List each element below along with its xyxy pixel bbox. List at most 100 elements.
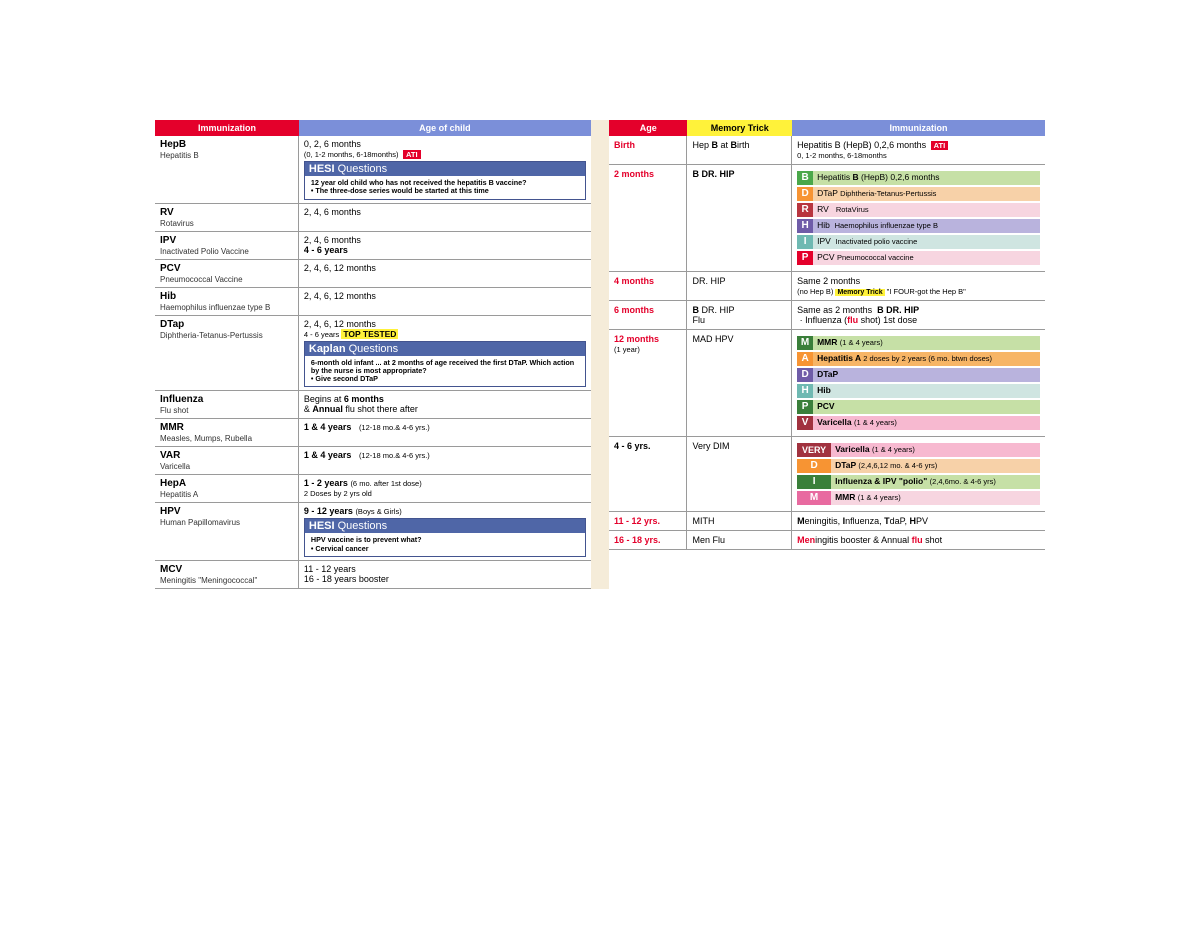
pill-row: I Influenza & IPV "polio" (2,4,6mo. & 4-… [797, 475, 1040, 489]
left-row: HibHaemophilus influenzae type B2, 4, 6,… [155, 288, 591, 316]
pill-letter: I [797, 235, 813, 249]
page-wrap: Immunization Age of child HepBHepatitis … [155, 120, 1045, 589]
pill-body: DTaP (2,4,6,12 mo. & 4-6 yrs) [831, 459, 1040, 473]
right-header: Age Memory Trick Immunization [609, 120, 1045, 136]
left-row-age: 2, 4, 6, 12 months4 - 6 years TOP TESTED… [299, 316, 591, 391]
pill-row: H Hib [797, 384, 1040, 398]
pill-body: Hib [813, 384, 1040, 398]
pill-letter: D [797, 368, 813, 382]
pill-letter: I [797, 475, 831, 489]
left-row: PCVPneumococcal Vaccine2, 4, 6, 12 month… [155, 260, 591, 288]
pill-row: B Hepatitis B (HepB) 0,2,6 months [797, 171, 1040, 185]
left-row-immun: HibHaemophilus influenzae type B [155, 288, 299, 315]
pill-letter: M [797, 336, 813, 350]
left-row: IPVInactivated Polio Vaccine2, 4, 6 mont… [155, 232, 591, 260]
left-row-age: 1 & 4 years (12-18 mo.& 4-6 yrs.) [299, 447, 591, 474]
pill-body: Hepatitis B (HepB) 0,2,6 months [813, 171, 1040, 185]
question-box-header: HESI Questions [305, 519, 585, 533]
right-row-trick: Men Flu [687, 531, 792, 549]
right-row-age: 2 months [609, 165, 687, 271]
pill-word: VERY [797, 443, 831, 457]
pill-body: Hib Haemophilus influenzae type B [813, 219, 1040, 233]
left-header: Immunization Age of child [155, 120, 591, 136]
left-row: VARVaricella1 & 4 years (12-18 mo.& 4-6 … [155, 447, 591, 475]
pill-body: PCV [813, 400, 1040, 414]
left-row: HepAHepatitis A1 - 2 years (6 mo. after … [155, 475, 591, 503]
left-row-age: 2, 4, 6, 12 months [299, 260, 591, 287]
left-row-immun: MMRMeasles, Mumps, Rubella [155, 419, 299, 446]
right-row-trick: Very DIM [687, 437, 792, 511]
right-row-immun: Hepatitis B (HepB) 0,2,6 months ATI0, 1-… [792, 136, 1045, 164]
pill-letter: V [797, 416, 813, 430]
left-row-age: 2, 4, 6 months4 - 6 years [299, 232, 591, 259]
right-row-age: 12 months(1 year) [609, 330, 687, 436]
left-row-immun: IPVInactivated Polio Vaccine [155, 232, 299, 259]
pill-row: M MMR (1 & 4 years) [797, 491, 1040, 505]
right-row: 4 monthsDR. HIPSame 2 months(no Hep B) M… [609, 272, 1045, 301]
left-row-age: 1 & 4 years (12-18 mo.& 4-6 yrs.) [299, 419, 591, 446]
left-card: Immunization Age of child HepBHepatitis … [155, 120, 591, 589]
left-row-age: 2, 4, 6 months [299, 204, 591, 231]
pill-body: Varicella (1 & 4 years) [831, 443, 1040, 457]
left-row-age: 11 - 12 years16 - 18 years booster [299, 561, 591, 588]
pill-letter: M [797, 491, 831, 505]
left-row-age: 9 - 12 years (Boys & Girls) HESI Questio… [299, 503, 591, 560]
pill-letter: R [797, 203, 813, 217]
right-card: Age Memory Trick Immunization BirthHep B… [609, 120, 1045, 589]
right-row-trick: MAD HPV [687, 330, 792, 436]
right-row-trick: B DR. HIPFlu [687, 301, 792, 329]
question-box-body: HPV vaccine is to prevent what?• Cervica… [305, 533, 585, 556]
left-row-immun: HepAHepatitis A [155, 475, 299, 502]
question-box: Kaplan Questions 6-month old infant ... … [304, 341, 586, 388]
right-row-age: 4 months [609, 272, 687, 300]
right-row: 16 - 18 yrs.Men FluMeningitis booster & … [609, 531, 1045, 550]
left-row-immun: HPVHuman Papillomavirus [155, 503, 299, 560]
pill-body: Influenza & IPV "polio" (2,4,6mo. & 4-6 … [831, 475, 1040, 489]
right-row: BirthHep B at BirthHepatitis B (HepB) 0,… [609, 136, 1045, 165]
right-row-immun: Same 2 months(no Hep B) Memory Trick "I … [792, 272, 1045, 300]
left-row-age: 1 - 2 years (6 mo. after 1st dose)2 Dose… [299, 475, 591, 502]
left-row-immun: HepBHepatitis B [155, 136, 299, 203]
right-row-age: 4 - 6 yrs. [609, 437, 687, 511]
left-row-immun: VARVaricella [155, 447, 299, 474]
left-row: HPVHuman Papillomavirus9 - 12 years (Boy… [155, 503, 591, 561]
left-row: MMRMeasles, Mumps, Rubella1 & 4 years (1… [155, 419, 591, 447]
left-row: InfluenzaFlu shotBegins at 6 months& Ann… [155, 391, 591, 419]
pill-letter: D [797, 459, 831, 473]
pill-body: DTaP Diphtheria-Tetanus-Pertussis [813, 187, 1040, 201]
pill-row: R RV RotaVirus [797, 203, 1040, 217]
pill-body: IPV Inactivated polio vaccine [813, 235, 1040, 249]
question-box-header: HESI Questions [305, 162, 585, 176]
question-box-body: 12 year old child who has not received t… [305, 176, 585, 199]
question-box: HESI Questions HPV vaccine is to prevent… [304, 518, 586, 557]
right-header-trick: Memory Trick [687, 120, 792, 136]
pill-letter: P [797, 400, 813, 414]
pill-letter: A [797, 352, 813, 366]
left-row-immun: RVRotavirus [155, 204, 299, 231]
pill-body: MMR (1 & 4 years) [813, 336, 1040, 350]
left-row-age: 0, 2, 6 months(0, 1-2 months, 6-18months… [299, 136, 591, 203]
right-row-immun: M MMR (1 & 4 years)A Hepatitis A 2 doses… [792, 330, 1045, 436]
pill-body: Hepatitis A 2 doses by 2 years (6 mo. bt… [813, 352, 1040, 366]
left-header-immunization: Immunization [155, 120, 299, 136]
right-row-immun: B Hepatitis B (HepB) 0,2,6 monthsD DTaP … [792, 165, 1045, 271]
question-box-body: 6-month old infant ... at 2 months of ag… [305, 356, 585, 387]
left-row: DTapDiphtheria-Tetanus-Pertussis2, 4, 6,… [155, 316, 591, 392]
pill-row: H Hib Haemophilus influenzae type B [797, 219, 1040, 233]
left-row: HepBHepatitis B0, 2, 6 months(0, 1-2 mon… [155, 136, 591, 204]
pill-row: V Varicella (1 & 4 years) [797, 416, 1040, 430]
right-row-age: 16 - 18 yrs. [609, 531, 687, 549]
right-row-trick: Hep B at Birth [687, 136, 792, 164]
left-row: MCVMeningitis "Meningococcal"11 - 12 yea… [155, 561, 591, 589]
pill-row: M MMR (1 & 4 years) [797, 336, 1040, 350]
right-row-trick: B DR. HIP [687, 165, 792, 271]
left-header-age: Age of child [299, 120, 591, 136]
pill-body: MMR (1 & 4 years) [831, 491, 1040, 505]
right-row-age: Birth [609, 136, 687, 164]
pill-row: VERY Varicella (1 & 4 years) [797, 443, 1040, 457]
pill-letter: H [797, 384, 813, 398]
right-row-immun: Meningitis, Influenza, TdaP, HPV [792, 512, 1045, 530]
right-row: 11 - 12 yrs.MITHMeningitis, Influenza, T… [609, 512, 1045, 531]
pill-row: D DTaP [797, 368, 1040, 382]
right-row-trick: DR. HIP [687, 272, 792, 300]
